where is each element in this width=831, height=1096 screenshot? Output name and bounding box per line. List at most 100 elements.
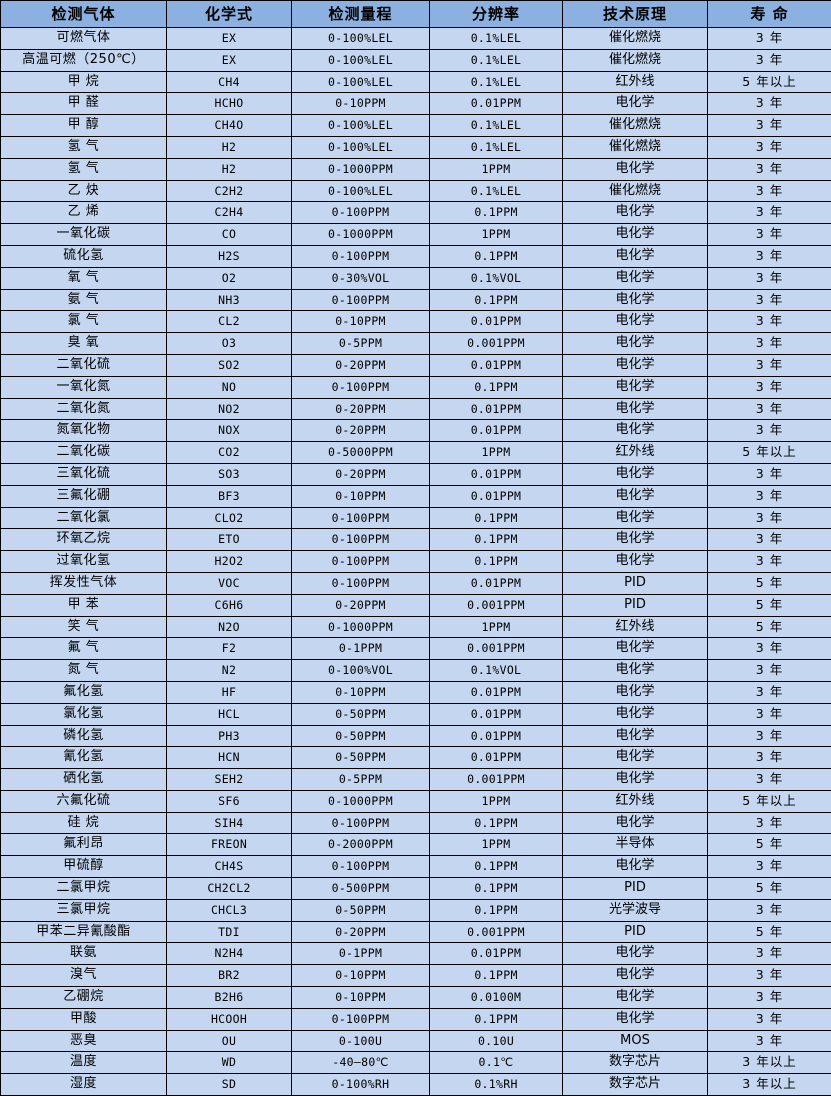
cell-lifespan: 3 年	[708, 638, 831, 660]
cell-detection-range: 0-50PPM	[292, 899, 430, 921]
cell-lifespan: 3 年	[708, 812, 831, 834]
cell-gas-name: 三氟化硼	[1, 485, 167, 507]
cell-gas-name: 氢 气	[1, 158, 167, 180]
cell-chemical-formula: SF6	[167, 790, 292, 812]
cell-resolution: 0.1%RH	[430, 1074, 563, 1096]
cell-lifespan: 5 年	[708, 921, 831, 943]
cell-technology: 红外线	[563, 71, 708, 93]
cell-resolution: 1PPM	[430, 616, 563, 638]
cell-gas-name: 硫化氢	[1, 245, 167, 267]
cell-lifespan: 3 年	[708, 856, 831, 878]
cell-lifespan: 3 年	[708, 551, 831, 573]
cell-resolution: 0.1PPM	[430, 899, 563, 921]
cell-detection-range: 0-2000PPM	[292, 834, 430, 856]
cell-lifespan: 5 年以上	[708, 442, 831, 464]
cell-gas-name: 磷化氢	[1, 725, 167, 747]
cell-lifespan: 3 年	[708, 224, 831, 246]
cell-lifespan: 5 年	[708, 878, 831, 900]
cell-technology: 电化学	[563, 311, 708, 333]
cell-detection-range: 0-100PPM	[292, 202, 430, 224]
cell-gas-name: 三氯甲烷	[1, 899, 167, 921]
cell-chemical-formula: HCL	[167, 703, 292, 725]
cell-detection-range: 0-20PPM	[292, 594, 430, 616]
cell-gas-name: 甲 醛	[1, 93, 167, 115]
cell-resolution: 0.1PPM	[430, 878, 563, 900]
cell-detection-range: 0-50PPM	[292, 703, 430, 725]
cell-detection-range: 0-100%LEL	[292, 180, 430, 202]
cell-detection-range: 0-100%LEL	[292, 28, 430, 50]
cell-technology: 电化学	[563, 376, 708, 398]
cell-lifespan: 5 年	[708, 834, 831, 856]
cell-resolution: 0.01PPM	[430, 485, 563, 507]
cell-technology: 电化学	[563, 93, 708, 115]
cell-lifespan: 5 年以上	[708, 790, 831, 812]
cell-lifespan: 3 年以上	[708, 1052, 831, 1074]
cell-chemical-formula: VOC	[167, 572, 292, 594]
column-header-gas: 检测气体	[1, 1, 167, 28]
cell-lifespan: 3 年	[708, 725, 831, 747]
cell-technology: 电化学	[563, 289, 708, 311]
cell-resolution: 0.1PPM	[430, 507, 563, 529]
cell-resolution: 0.1PPM	[430, 376, 563, 398]
cell-detection-range: 0-10PPM	[292, 987, 430, 1009]
cell-gas-name: 甲硫醇	[1, 856, 167, 878]
cell-technology: MOS	[563, 1030, 708, 1052]
cell-technology: 红外线	[563, 790, 708, 812]
cell-chemical-formula: NO	[167, 376, 292, 398]
cell-gas-name: 二氧化氮	[1, 398, 167, 420]
cell-resolution: 0.1%LEL	[430, 71, 563, 93]
cell-gas-name: 环氧乙烷	[1, 529, 167, 551]
cell-gas-name: 一氧化氮	[1, 376, 167, 398]
cell-detection-range: -40—80℃	[292, 1052, 430, 1074]
cell-resolution: 0.1PPM	[430, 1008, 563, 1030]
cell-resolution: 0.1PPM	[430, 812, 563, 834]
cell-chemical-formula: CH2CL2	[167, 878, 292, 900]
cell-detection-range: 0-100PPM	[292, 572, 430, 594]
cell-gas-name: 一氧化碳	[1, 224, 167, 246]
cell-resolution: 0.1PPM	[430, 856, 563, 878]
cell-chemical-formula: CH4	[167, 71, 292, 93]
cell-resolution: 0.01PPM	[430, 463, 563, 485]
cell-lifespan: 3 年	[708, 311, 831, 333]
cell-chemical-formula: PH3	[167, 725, 292, 747]
cell-technology: 电化学	[563, 1008, 708, 1030]
cell-gas-name: 三氧化硫	[1, 463, 167, 485]
cell-resolution: 1PPM	[430, 834, 563, 856]
cell-chemical-formula: SO2	[167, 354, 292, 376]
cell-gas-name: 乙 炔	[1, 180, 167, 202]
cell-technology: 电化学	[563, 769, 708, 791]
cell-resolution: 0.01PPM	[430, 681, 563, 703]
cell-gas-name: 氟利昂	[1, 834, 167, 856]
cell-gas-name: 氟化氢	[1, 681, 167, 703]
cell-resolution: 0.0100M	[430, 987, 563, 1009]
cell-chemical-formula: SIH4	[167, 812, 292, 834]
cell-chemical-formula: C2H2	[167, 180, 292, 202]
cell-lifespan: 3 年以上	[708, 1074, 831, 1096]
cell-resolution: 0.1%LEL	[430, 180, 563, 202]
cell-resolution: 0.001PPM	[430, 594, 563, 616]
cell-lifespan: 3 年	[708, 202, 831, 224]
cell-lifespan: 3 年	[708, 507, 831, 529]
cell-technology: 电化学	[563, 398, 708, 420]
cell-detection-range: 0-100PPM	[292, 245, 430, 267]
cell-resolution: 0.01PPM	[430, 943, 563, 965]
cell-resolution: 0.01PPM	[430, 93, 563, 115]
cell-chemical-formula: CO	[167, 224, 292, 246]
cell-technology: 电化学	[563, 681, 708, 703]
cell-resolution: 0.10U	[430, 1030, 563, 1052]
cell-chemical-formula: CO2	[167, 442, 292, 464]
cell-technology: 电化学	[563, 703, 708, 725]
cell-resolution: 0.1%LEL	[430, 115, 563, 137]
